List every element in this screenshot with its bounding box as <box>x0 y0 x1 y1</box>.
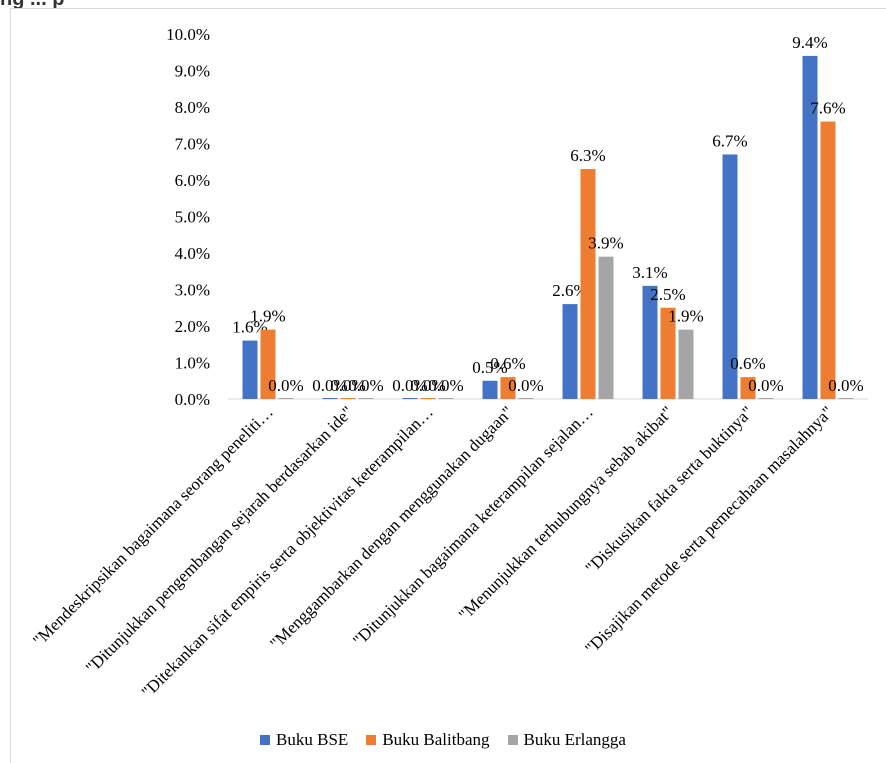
bar <box>740 377 756 399</box>
data-label: 6.3% <box>570 146 605 165</box>
legend-swatch <box>507 735 518 745</box>
data-label: 3.1% <box>632 263 667 282</box>
legend-item: Buku BSE <box>260 730 348 750</box>
bar <box>678 329 694 399</box>
bar <box>402 398 418 399</box>
bar <box>278 398 294 399</box>
data-label: 0.0% <box>428 376 463 395</box>
bar <box>438 398 454 399</box>
bar <box>242 340 258 399</box>
bar <box>358 398 374 399</box>
y-tick-label: 7.0% <box>175 135 210 154</box>
legend-item: Buku Balitbang <box>366 730 490 750</box>
y-tick-label: 6.0% <box>175 171 210 190</box>
legend-label: Buku Erlangga <box>523 730 626 749</box>
data-label: 0.6% <box>730 354 765 373</box>
bar <box>580 169 596 399</box>
legend-swatch <box>366 735 377 745</box>
data-label: 1.9% <box>250 307 285 326</box>
data-label: 0.0% <box>410 376 445 395</box>
y-tick-label: 3.0% <box>175 281 210 300</box>
data-label: 6.7% <box>712 131 747 150</box>
bar <box>562 304 578 399</box>
bar <box>598 256 614 399</box>
data-label: 0.0% <box>748 376 783 395</box>
bar <box>340 398 356 399</box>
x-category-label: "Ditekankan sifat empiris serta objektiv… <box>138 402 437 701</box>
bar <box>722 154 738 399</box>
data-label: 0.0% <box>312 376 347 395</box>
bar <box>820 121 836 399</box>
data-label: 1.9% <box>668 307 703 326</box>
data-label: 0.0% <box>392 376 427 395</box>
bar <box>758 398 774 399</box>
y-tick-label: 0.0% <box>175 390 210 409</box>
legend-label: Buku BSE <box>276 730 349 749</box>
bar <box>838 398 854 399</box>
bar <box>420 398 436 399</box>
chart-legend: Buku BSE Buku Balitbang Buku Erlangga <box>0 730 886 750</box>
data-label: 3.9% <box>588 234 623 253</box>
y-tick-label: 8.0% <box>175 98 210 117</box>
y-tick-label: 1.0% <box>175 354 210 373</box>
data-label: 1.6% <box>232 318 267 337</box>
bar <box>660 307 676 399</box>
data-label: 7.6% <box>810 99 845 118</box>
bar <box>500 377 516 399</box>
y-tick-label: 9.0% <box>175 62 210 81</box>
data-label: 0.0% <box>348 376 383 395</box>
data-label: 0.6% <box>490 354 525 373</box>
legend-item: Buku Erlangga <box>507 730 626 750</box>
y-tick-label: 4.0% <box>175 244 210 263</box>
x-category-label: "Ditunjukkan pengembangan sejarah berdas… <box>82 402 357 677</box>
legend-swatch <box>260 735 271 745</box>
legend-label: Buku Balitbang <box>382 730 490 749</box>
y-tick-label: 10.0% <box>166 25 210 44</box>
y-tick-label: 2.0% <box>175 317 210 336</box>
data-label: 2.5% <box>650 285 685 304</box>
data-label: 2.6% <box>552 281 587 300</box>
y-tick-label: 5.0% <box>175 208 210 227</box>
bar <box>322 398 338 399</box>
bar <box>642 285 658 399</box>
frame-left-border <box>10 8 11 763</box>
bar <box>260 329 276 399</box>
data-label: 0.0% <box>268 376 303 395</box>
data-label: 0.0% <box>828 376 863 395</box>
data-label: 0.0% <box>508 376 543 395</box>
x-category-label: "Diskusikan fakta serta buktinya" <box>582 402 757 577</box>
cropped-title-fragment: ng ... p <box>0 0 340 12</box>
bar <box>482 380 498 399</box>
bar <box>518 398 534 399</box>
bar <box>802 55 818 400</box>
data-label: 0.0% <box>330 376 365 395</box>
data-label: 0.5% <box>472 358 507 377</box>
data-label: 9.4% <box>792 33 827 52</box>
frame-top-border <box>10 8 886 9</box>
